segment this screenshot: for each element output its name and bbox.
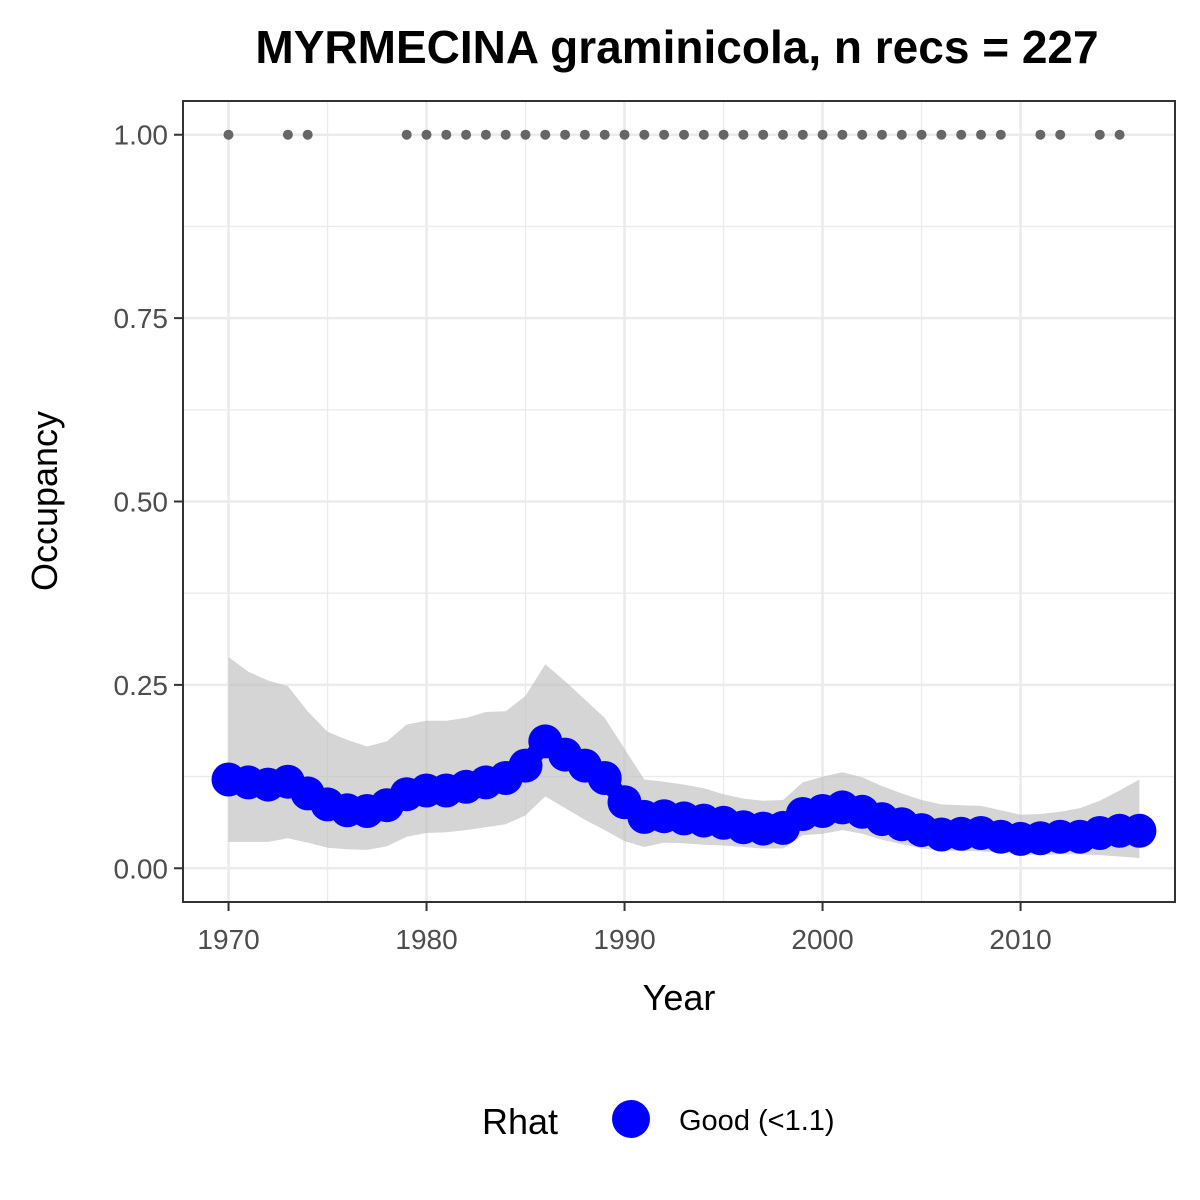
record-point bbox=[956, 129, 967, 140]
record-point bbox=[639, 129, 650, 140]
record-point bbox=[698, 129, 709, 140]
record-point bbox=[778, 129, 788, 140]
data-point bbox=[508, 748, 543, 783]
record-point bbox=[1055, 129, 1066, 140]
record-point bbox=[718, 129, 729, 140]
record-point bbox=[976, 129, 986, 140]
data-point bbox=[587, 761, 622, 795]
record-point bbox=[560, 129, 571, 140]
x-tick-label: 1990 bbox=[593, 924, 655, 955]
record-point bbox=[223, 129, 234, 140]
record-point bbox=[877, 129, 887, 140]
record-point bbox=[302, 129, 313, 140]
series-points-layer bbox=[211, 724, 1157, 856]
y-axis: 0.00 0.25 0.50 0.75 1.00 bbox=[114, 120, 183, 884]
y-tick-label: 1.00 bbox=[114, 120, 169, 151]
record-point bbox=[540, 129, 551, 140]
x-tick-label: 1970 bbox=[197, 924, 259, 955]
legend-title: Rhat bbox=[482, 1101, 558, 1142]
record-point bbox=[500, 129, 511, 140]
x-tick-label: 2000 bbox=[791, 924, 853, 955]
record-point bbox=[1035, 129, 1046, 140]
legend-key-good bbox=[612, 1100, 650, 1138]
record-point bbox=[679, 129, 689, 140]
x-tick-label: 2010 bbox=[989, 924, 1051, 955]
y-tick-label: 0.25 bbox=[114, 670, 169, 701]
record-point bbox=[837, 129, 848, 140]
y-axis-title: Occupancy bbox=[24, 411, 65, 591]
record-point bbox=[520, 129, 531, 140]
record-point bbox=[995, 129, 1006, 140]
record-point bbox=[1114, 129, 1125, 140]
record-point bbox=[797, 129, 808, 140]
record-point bbox=[659, 129, 670, 140]
record-point bbox=[916, 129, 927, 140]
record-point bbox=[758, 129, 769, 140]
record-point bbox=[282, 129, 293, 140]
record-point bbox=[480, 129, 491, 140]
record-point bbox=[421, 129, 432, 140]
confidence-ribbon bbox=[228, 657, 1140, 858]
records-layer bbox=[223, 129, 1125, 140]
record-point bbox=[857, 129, 868, 140]
record-point bbox=[441, 129, 452, 140]
record-point bbox=[936, 129, 947, 140]
y-tick-label: 0.50 bbox=[114, 487, 169, 518]
record-point bbox=[619, 129, 630, 140]
confidence-ribbon-layer bbox=[228, 657, 1140, 858]
x-axis: 1970 1980 1990 2000 2010 bbox=[197, 902, 1052, 955]
chart-title: MYRMECINA graminicola, n recs = 227 bbox=[255, 21, 1098, 73]
record-point bbox=[461, 129, 472, 140]
record-point bbox=[579, 129, 590, 140]
record-point bbox=[896, 129, 907, 140]
data-point bbox=[1122, 813, 1157, 848]
record-point bbox=[1094, 129, 1105, 140]
record-point bbox=[738, 129, 749, 140]
record-point bbox=[599, 129, 610, 140]
x-axis-title: Year bbox=[643, 977, 716, 1018]
legend-label-good: Good (<1.1) bbox=[679, 1105, 835, 1137]
y-tick-label: 0.75 bbox=[114, 303, 169, 334]
record-point bbox=[817, 129, 828, 140]
y-tick-label: 0.00 bbox=[114, 853, 169, 884]
legend: Rhat Good (<1.1) bbox=[482, 1100, 835, 1142]
x-tick-label: 1980 bbox=[395, 924, 457, 955]
record-point bbox=[401, 129, 412, 140]
